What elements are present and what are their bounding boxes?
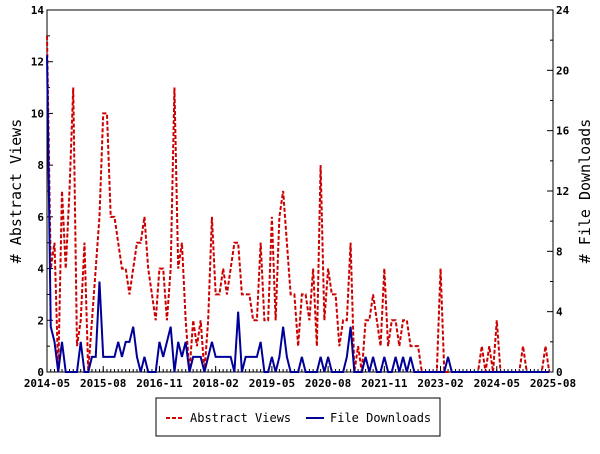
- y-right-tick-label: 12: [556, 185, 569, 198]
- y-axis-left-label: # Abstract Views: [7, 119, 25, 264]
- y-left-tick-label: 8: [37, 159, 44, 172]
- y-right-tick-label: 8: [556, 245, 563, 258]
- x-tick-label: 2025-08: [530, 377, 576, 390]
- x-tick-label: 2021-11: [361, 377, 408, 390]
- y-right-tick-label: 0: [556, 366, 563, 379]
- legend-box: [155, 397, 441, 437]
- y-right-tick-labels: 0 4 8 12 16 20 24: [556, 4, 570, 379]
- legend-label-abstract-views: Abstract Views: [190, 411, 291, 425]
- y-left-tick-label: 14: [31, 4, 45, 17]
- x-tick-label: 2019-05: [249, 377, 295, 390]
- x-tick-label: 2016-11: [136, 377, 183, 390]
- series-line-abstract-views: [46, 35, 551, 373]
- y-left-tick-label: 0: [37, 366, 44, 379]
- x-tick-labels: 2014-05 2015-08 2016-11 2018-02 2019-05 2020-…: [24, 377, 576, 390]
- y-left-tick-label: 10: [31, 107, 44, 120]
- x-tick-label: 2023-02: [417, 377, 463, 390]
- x-tick-label: 2024-05: [474, 377, 520, 390]
- y-left-tick-labels: 0 2 4 6 8 10 12 14: [31, 4, 45, 379]
- legend: Abstract Views File Downloads: [155, 397, 441, 437]
- y-right-tick-label: 20: [556, 64, 569, 77]
- y-right-tick-label: 24: [556, 4, 570, 17]
- y-left-tick-label: 2: [37, 314, 44, 327]
- y-right-tick-label: 16: [556, 125, 570, 138]
- y-axis-right-label: # File Downloads: [576, 119, 594, 264]
- y-left-tick-label: 12: [31, 56, 44, 69]
- series: [46, 35, 551, 373]
- x-tick-label: 2014-05: [24, 377, 70, 390]
- x-tick-label: 2018-02: [192, 377, 238, 390]
- y-left-tick-label: 4: [37, 263, 44, 276]
- series-line-file-downloads: [46, 55, 550, 373]
- x-tick-label: 2015-08: [80, 377, 126, 390]
- y-left-tick-label: 6: [37, 211, 44, 224]
- x-tick-label: 2020-08: [305, 377, 351, 390]
- legend-label-file-downloads: File Downloads: [330, 411, 431, 425]
- y-right-tick-label: 4: [556, 306, 563, 319]
